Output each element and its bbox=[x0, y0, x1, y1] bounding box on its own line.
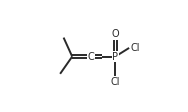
Text: O: O bbox=[111, 29, 119, 39]
Text: C: C bbox=[88, 52, 95, 62]
Text: P: P bbox=[112, 52, 118, 62]
Text: Cl: Cl bbox=[130, 43, 140, 53]
Text: Cl: Cl bbox=[111, 77, 120, 87]
